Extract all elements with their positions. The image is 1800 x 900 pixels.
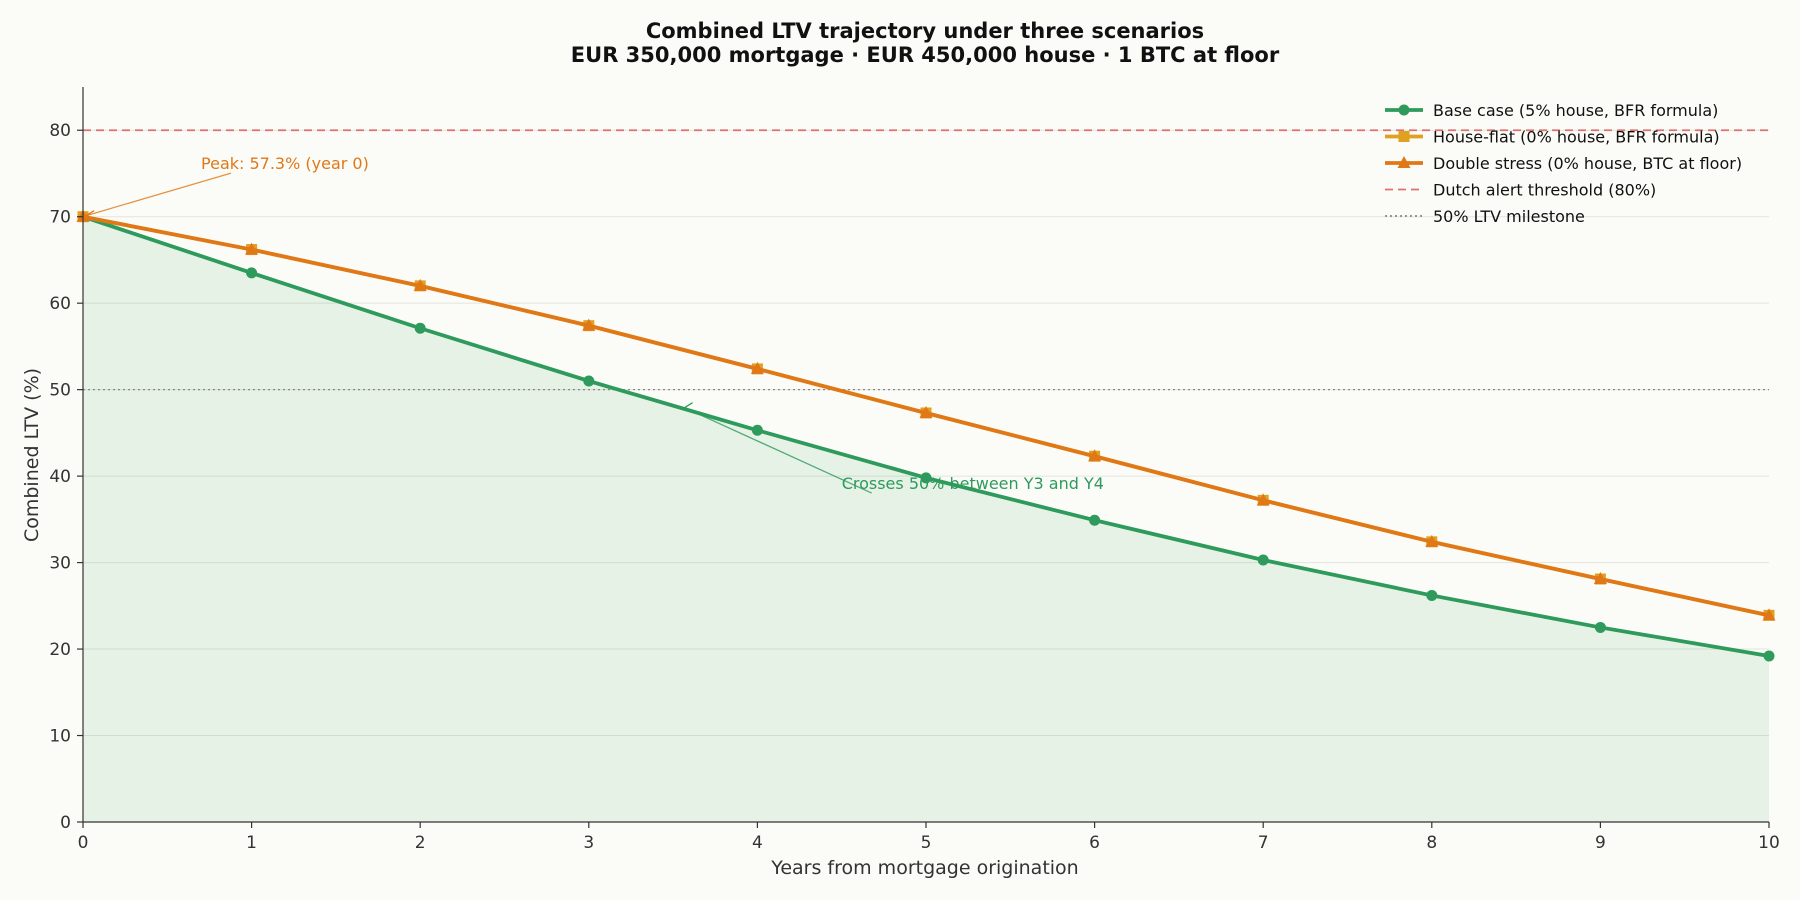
series-0-point-4 <box>751 424 763 436</box>
reference-lines <box>83 129 1769 391</box>
series-2-point-5 <box>919 405 933 418</box>
y-tick-label-1: 10 <box>49 727 71 747</box>
chart-title: Combined LTV trajectory under three scen… <box>646 19 1204 43</box>
series-0-point-3 <box>583 375 595 387</box>
annotations: Peak: 57.3% (year 0) Crosses 50% between … <box>84 154 1104 494</box>
legend-label-1: House-flat (0% house, BFR formula) <box>1433 128 1720 147</box>
series-2-point-2 <box>413 278 427 291</box>
annotation-arrowhead-1 <box>683 402 693 413</box>
series-2-point-7 <box>1256 493 1270 506</box>
legend: Base case (5% house, BFR formula) House-f… <box>1385 101 1742 226</box>
x-tick-label-4: 4 <box>752 833 763 853</box>
x-tick-label-8: 8 <box>1426 833 1437 853</box>
y-tick-label-3: 30 <box>49 554 71 574</box>
series-0-point-9 <box>1594 621 1606 633</box>
series-0-point-6 <box>1089 514 1101 526</box>
series-2-point-9 <box>1593 572 1607 585</box>
chart-subtitle: EUR 350,000 mortgage · EUR 450,000 house… <box>571 43 1280 67</box>
y-tick-label-6: 60 <box>49 294 71 314</box>
x-axis-ticks: 0 1 2 3 4 5 6 7 8 9 10 <box>78 822 1780 853</box>
series-2-point-4 <box>750 361 764 374</box>
annotation-arrow-0 <box>85 172 232 217</box>
series-0-point-8 <box>1426 589 1438 601</box>
axes: 0 1 2 3 4 5 6 7 8 9 10 0 10 20 30 40 50 60 70 80 <box>49 87 1780 853</box>
series-0-point-10 <box>1763 650 1775 662</box>
x-tick-label-2: 2 <box>415 833 426 853</box>
y-tick-label-8: 80 <box>49 121 71 141</box>
series-0-point-7 <box>1257 554 1269 566</box>
annotation-text-0: Peak: 57.3% (year 0) <box>201 154 369 173</box>
series-lines <box>76 209 1776 662</box>
y-tick-label-5: 50 <box>49 381 71 401</box>
x-tick-label-5: 5 <box>921 833 932 853</box>
legend-marker-1 <box>1398 131 1410 142</box>
annotation-text-1: Crosses 50% between Y3 and Y4 <box>842 474 1104 493</box>
legend-marker-2 <box>1397 156 1411 168</box>
x-tick-label-7: 7 <box>1258 833 1269 853</box>
y-tick-label-4: 40 <box>49 467 71 487</box>
series-2-point-1 <box>245 242 259 255</box>
legend-label-2: Double stress (0% house, BTC at floor) <box>1433 154 1742 173</box>
x-tick-label-1: 1 <box>246 833 257 853</box>
series-0-point-1 <box>246 267 258 279</box>
y-axis-ticks: 0 10 20 30 40 50 60 70 80 <box>49 121 83 833</box>
series-2-point-3 <box>582 318 596 331</box>
x-tick-label-9: 9 <box>1595 833 1606 853</box>
y-tick-label-7: 70 <box>49 208 71 228</box>
series-2-point-8 <box>1425 534 1439 547</box>
y-tick-label-0: 0 <box>60 813 71 833</box>
series-0-point-2 <box>414 322 426 334</box>
base-case-fill-area <box>83 216 1769 823</box>
legend-label-4: 50% LTV milestone <box>1433 207 1585 226</box>
annotation-arrow-1 <box>684 407 872 494</box>
y-tick-label-2: 20 <box>49 640 71 660</box>
plot-area: Peak: 57.3% (year 0) Crosses 50% between … <box>76 129 1776 823</box>
series-0-point-5 <box>920 472 932 484</box>
x-tick-label-6: 6 <box>1089 833 1100 853</box>
legend-label-0: Base case (5% house, BFR formula) <box>1433 101 1718 120</box>
legend-marker-0 <box>1398 104 1410 116</box>
annotation-arrowhead-0 <box>84 210 95 221</box>
x-tick-label-10: 10 <box>1758 833 1780 853</box>
series-2 <box>76 209 1776 621</box>
series-2-point-10 <box>1762 608 1776 621</box>
x-tick-label-3: 3 <box>583 833 594 853</box>
series-2-point-6 <box>1088 449 1102 462</box>
legend-label-3: Dutch alert threshold (80%) <box>1433 181 1656 200</box>
x-axis-label: Years from mortgage origination <box>770 857 1078 879</box>
y-axis-label: Combined LTV (%) <box>21 368 43 542</box>
x-tick-label-0: 0 <box>78 833 89 853</box>
